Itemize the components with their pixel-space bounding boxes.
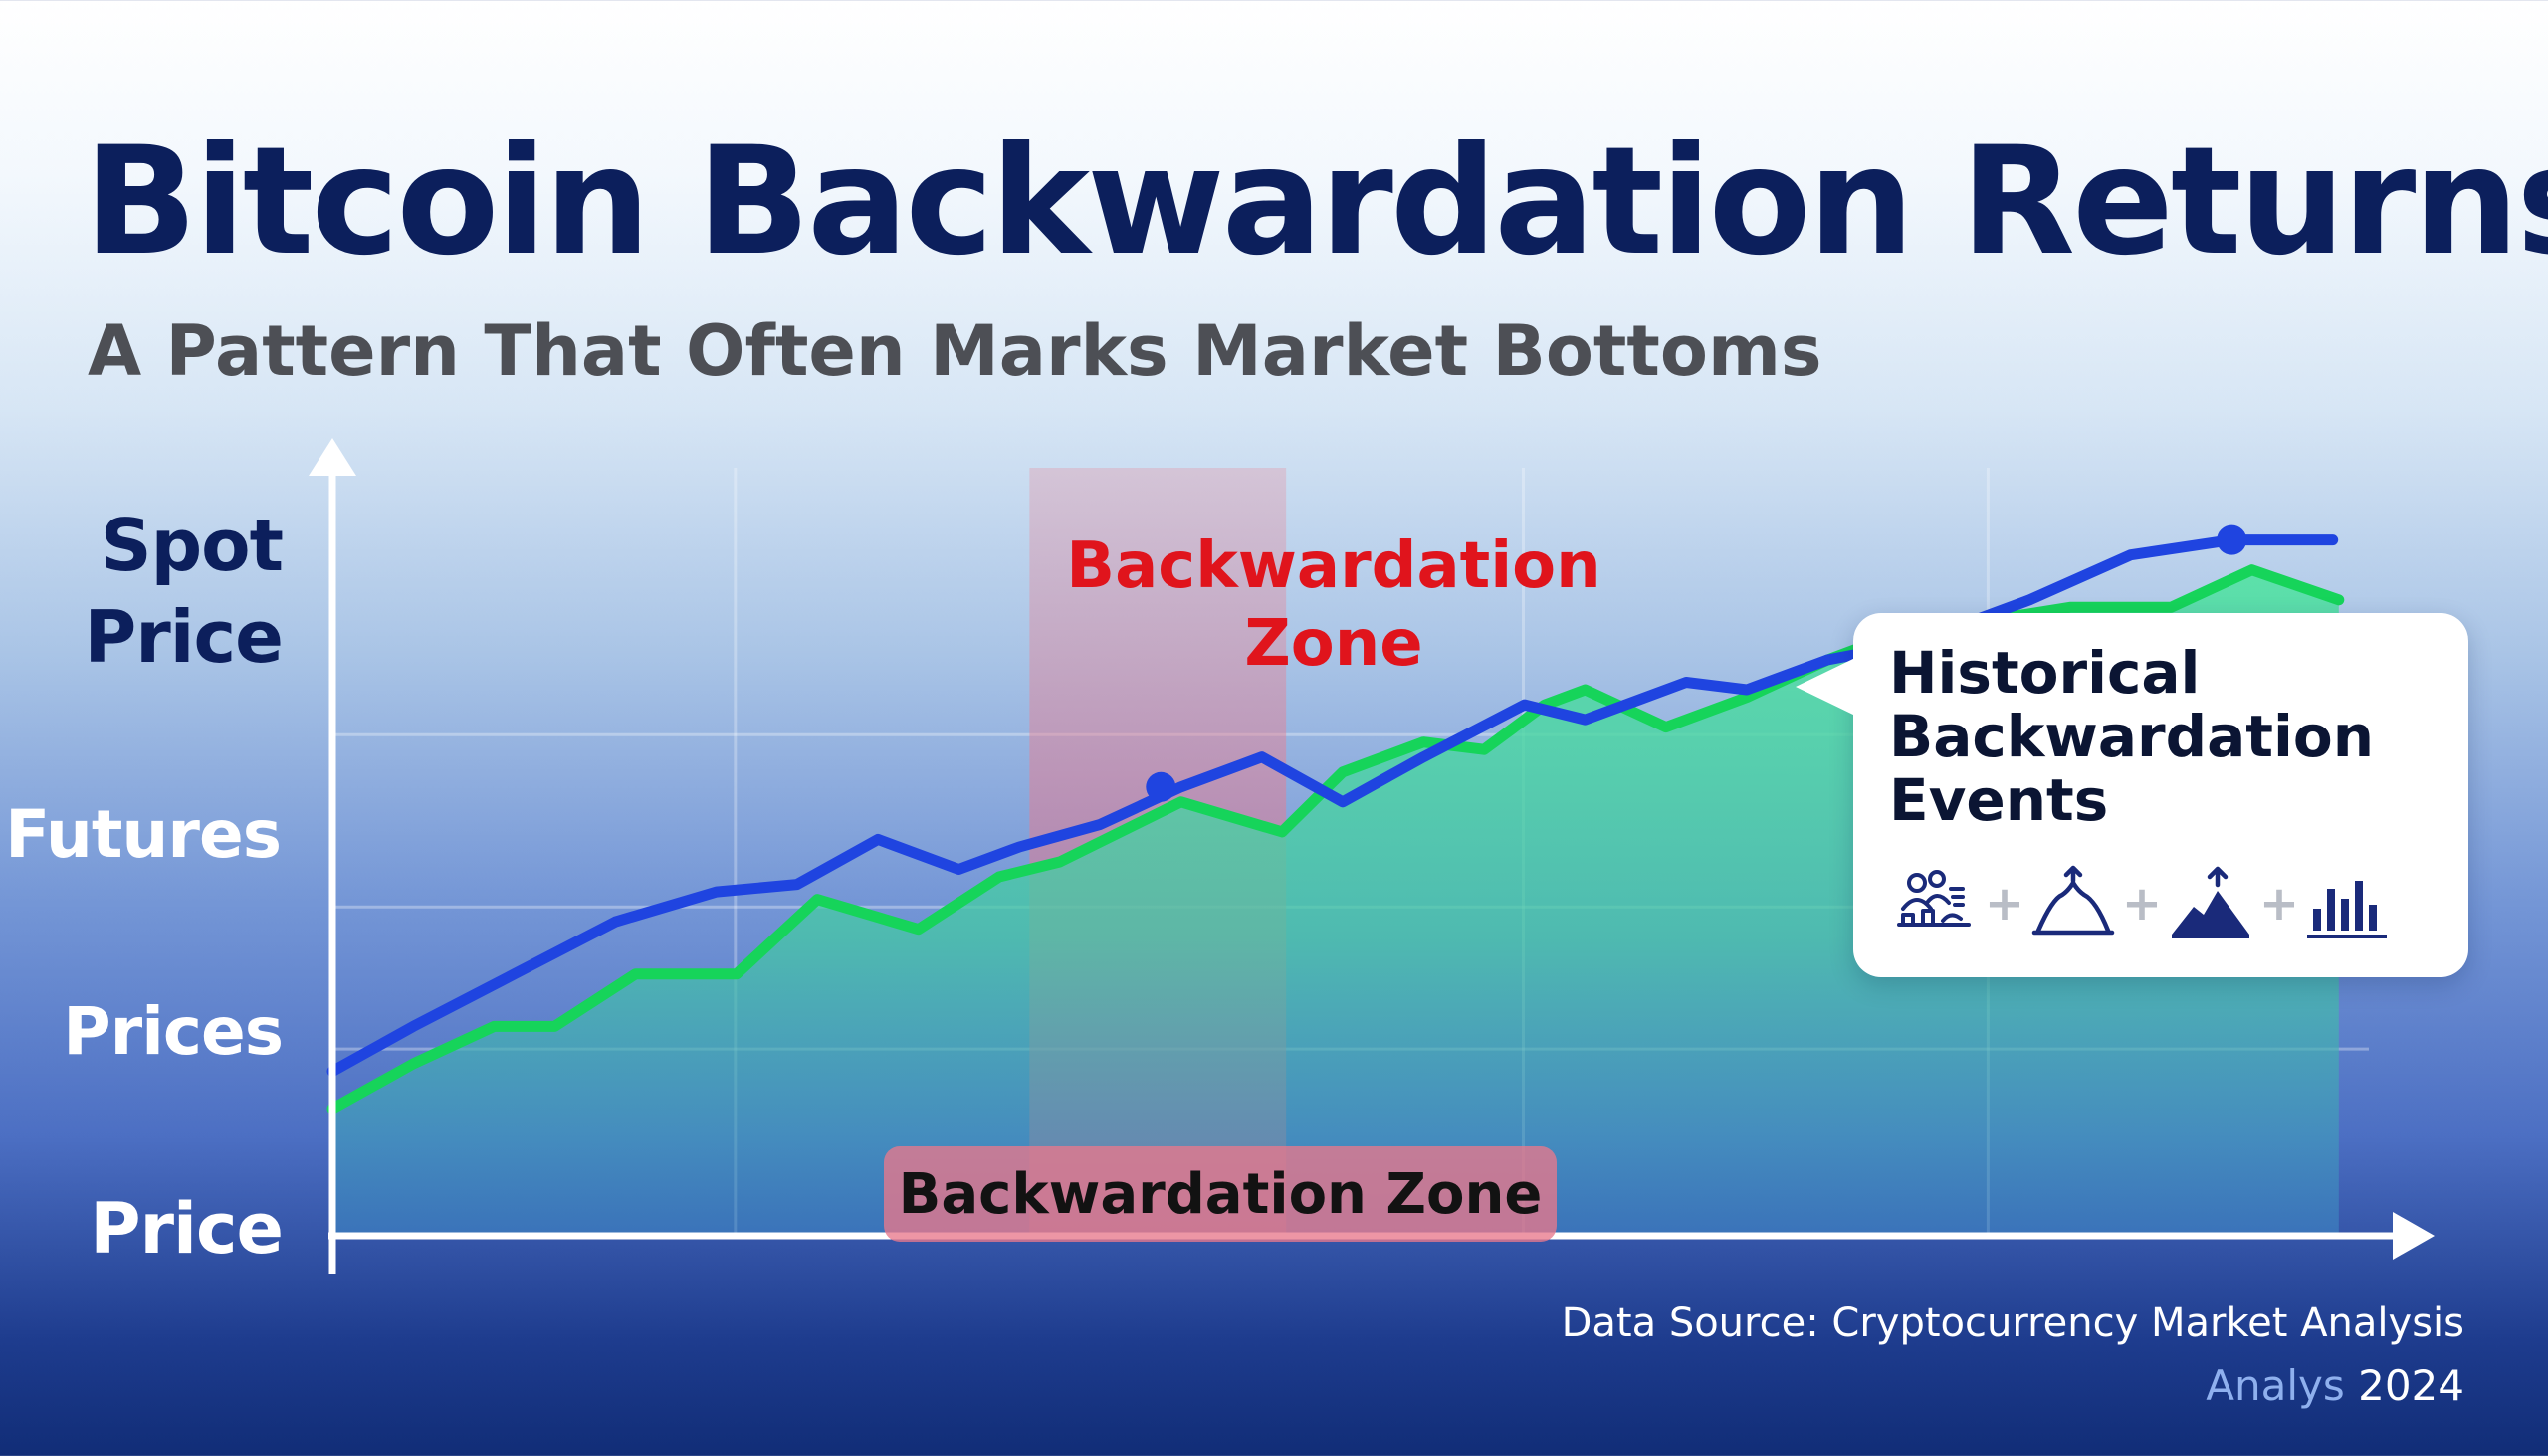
zone-label-pill-text: Backwardation Zone — [898, 1161, 1543, 1227]
y-axis-label-futures: Futures — [5, 796, 282, 873]
year-value: 2024 — [2358, 1361, 2464, 1410]
people-chart-icon — [1897, 870, 1971, 927]
data-point-marker — [2217, 524, 2247, 555]
bar-chart-icon — [2307, 881, 2387, 938]
y-axis-label-prices: Prices — [63, 993, 284, 1070]
plus-separator: + — [2258, 876, 2300, 932]
chart-title: Bitcoin Backwardation Returns — [84, 115, 2548, 289]
year-prefix: Analys — [2206, 1361, 2345, 1410]
futures-area-fill — [332, 569, 2339, 1236]
data-point-marker — [1146, 771, 1176, 802]
plus-separator: + — [2121, 876, 2163, 932]
mountain-peak-icon — [2031, 865, 2115, 936]
chart-subtitle: A Pattern That Often Marks Market Bottom… — [88, 311, 1822, 392]
marker-layer — [1146, 524, 2247, 802]
y-axis-label-price: Price — [90, 1188, 284, 1270]
historical-events-callout: Historical Backwardation Events + — [1796, 613, 2468, 977]
y-axis-arrowhead — [309, 438, 356, 476]
zone-label-top: Backwardation Zone — [1066, 529, 1601, 681]
data-source-note: Data Source: Cryptocurrency Market Analy… — [1561, 1300, 2464, 1346]
callout-icons: + + + — [1893, 864, 2391, 943]
zone-label-pill: Backwardation Zone — [884, 1146, 1557, 1242]
callout-tail — [1796, 657, 1857, 717]
x-axis-arrowhead — [2393, 1212, 2435, 1260]
mountain-arrow-icon — [2172, 866, 2249, 938]
plus-separator: + — [1984, 876, 2025, 932]
data-source-year: Analys 2024 — [2206, 1361, 2464, 1410]
callout-title: Historical Backwardation Events — [1889, 639, 2375, 834]
y-axis-label-spot-price: Spot Price — [84, 504, 284, 679]
